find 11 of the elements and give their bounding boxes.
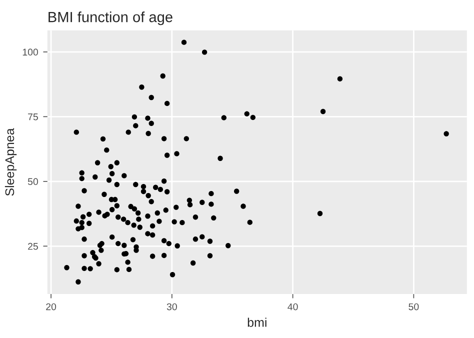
x-tick-label: 50 (408, 303, 419, 310)
y-tick-label: 75 (28, 113, 38, 120)
y-axis-title: SleepApnea (4, 128, 17, 196)
y-tick-label: 25 (28, 242, 38, 250)
x-tick-label: 20 (46, 303, 56, 310)
chart-title: BMI function of age (48, 12, 172, 26)
y-tick-label: 50 (28, 178, 38, 186)
x-tick-label: 40 (288, 303, 298, 310)
x-tick-label: 30 (166, 303, 177, 310)
y-tick-label: 100 (22, 48, 38, 56)
x-axis-title: bmi (248, 318, 266, 327)
